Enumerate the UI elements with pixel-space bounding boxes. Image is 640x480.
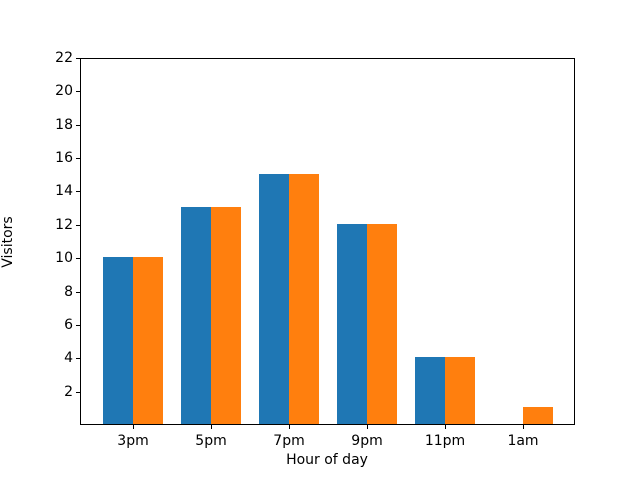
x-tick-label: 1am (507, 433, 539, 449)
bar-blue-5pm (181, 207, 211, 424)
y-tick-label: 12 (55, 217, 73, 233)
y-tick-label: 2 (64, 384, 73, 400)
y-tick-label: 6 (64, 317, 73, 333)
x-tick-mark (133, 425, 134, 429)
bar-blue-11pm (415, 357, 445, 424)
bar-orange-3pm (133, 257, 163, 424)
bar-orange-7pm (289, 174, 319, 424)
y-tick-mark (76, 58, 80, 59)
x-tick-label: 11pm (424, 433, 466, 449)
bar-orange-5pm (211, 207, 241, 424)
y-tick-label: 4 (64, 350, 73, 366)
y-tick-mark (76, 358, 80, 359)
x-axis-label: Hour of day (286, 452, 368, 468)
y-tick-mark (76, 325, 80, 326)
bars-layer (81, 59, 574, 424)
y-tick-label: 18 (55, 117, 73, 133)
bar-blue-7pm (259, 174, 289, 424)
x-tick-mark (445, 425, 446, 429)
x-tick-label: 5pm (195, 433, 227, 449)
y-tick-label: 22 (55, 50, 73, 66)
x-tick-label: 3pm (117, 433, 149, 449)
y-tick-mark (76, 91, 80, 92)
bar-orange-1am (523, 407, 553, 424)
bar-orange-11pm (445, 357, 475, 424)
x-tick-label: 7pm (273, 433, 305, 449)
y-tick-label: 10 (55, 250, 73, 266)
bar-blue-9pm (337, 224, 367, 424)
x-tick-mark (289, 425, 290, 429)
y-axis-label: Visitors (0, 216, 16, 268)
y-tick-label: 20 (55, 83, 73, 99)
y-tick-mark (76, 392, 80, 393)
y-tick-mark (76, 191, 80, 192)
y-tick-mark (76, 225, 80, 226)
y-tick-mark (76, 125, 80, 126)
y-tick-mark (76, 258, 80, 259)
x-tick-mark (367, 425, 368, 429)
y-tick-label: 14 (55, 183, 73, 199)
bar-blue-3pm (103, 257, 133, 424)
plot-area (80, 58, 575, 425)
x-tick-label: 9pm (351, 433, 383, 449)
bar-orange-9pm (367, 224, 397, 424)
y-tick-mark (76, 292, 80, 293)
x-tick-mark (211, 425, 212, 429)
y-tick-label: 8 (64, 284, 73, 300)
y-tick-label: 16 (55, 150, 73, 166)
x-tick-mark (523, 425, 524, 429)
y-tick-mark (76, 158, 80, 159)
